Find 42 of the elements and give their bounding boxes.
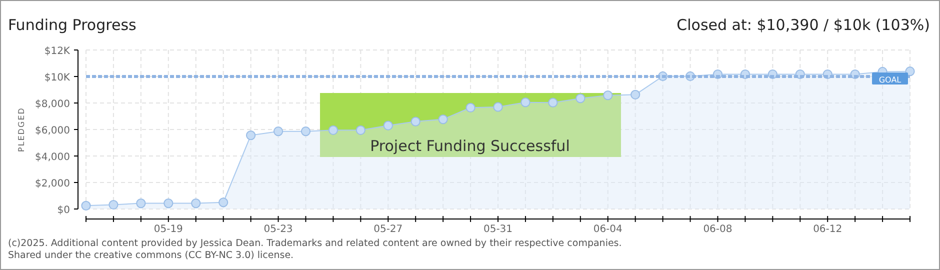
point <box>493 102 503 112</box>
point <box>108 200 118 210</box>
y-axis-title: PLEDGED <box>17 107 26 152</box>
annotation: Project Funding Successful <box>370 137 570 155</box>
y-tick-label: $6,000 <box>35 126 70 136</box>
point <box>576 94 586 104</box>
y-tick-label: $4,000 <box>35 152 70 163</box>
point <box>218 198 228 208</box>
x-tick-label: 05-23 <box>264 224 293 235</box>
ref-line-label: GOAL <box>878 76 902 84</box>
point <box>191 198 201 208</box>
point <box>548 98 558 108</box>
point <box>410 116 420 126</box>
point <box>246 130 256 140</box>
x-tick-label: 06-04 <box>593 224 622 235</box>
point <box>328 125 338 135</box>
x-tick-label: 05-27 <box>374 224 403 235</box>
x-tick-label: 05-31 <box>483 224 513 235</box>
x-tick-label: 06-12 <box>813 224 842 235</box>
x-tick-label: 05-19 <box>154 224 183 235</box>
point <box>356 125 366 135</box>
point <box>300 126 311 136</box>
point <box>81 200 91 210</box>
chart-title: Funding Progress <box>8 16 137 34</box>
chart-subtitle: Closed at: $10,390 / $10k (103%) <box>676 16 930 34</box>
point <box>520 98 530 108</box>
text: (c)2025. Additional content provided by Jessica Dean. Trademarks and related content are owned by their respective companies. <box>8 238 622 249</box>
point <box>603 90 613 100</box>
point <box>273 126 284 136</box>
point <box>630 90 640 100</box>
x-tick-label: 06-08 <box>703 224 732 235</box>
point <box>438 114 448 124</box>
y-tick-label: $0 <box>57 205 70 216</box>
point <box>136 198 146 208</box>
y-tick-label: $2,000 <box>35 178 70 190</box>
text: Shared under the creative commons (CC BY-NC 3.0) license. <box>8 250 294 261</box>
y-tick-label: $12K <box>44 46 70 57</box>
y-tick-label: $8,000 <box>35 99 70 110</box>
y-tick-label: $10K <box>44 72 70 84</box>
point <box>466 102 476 112</box>
point <box>383 120 393 130</box>
point <box>164 198 174 208</box>
